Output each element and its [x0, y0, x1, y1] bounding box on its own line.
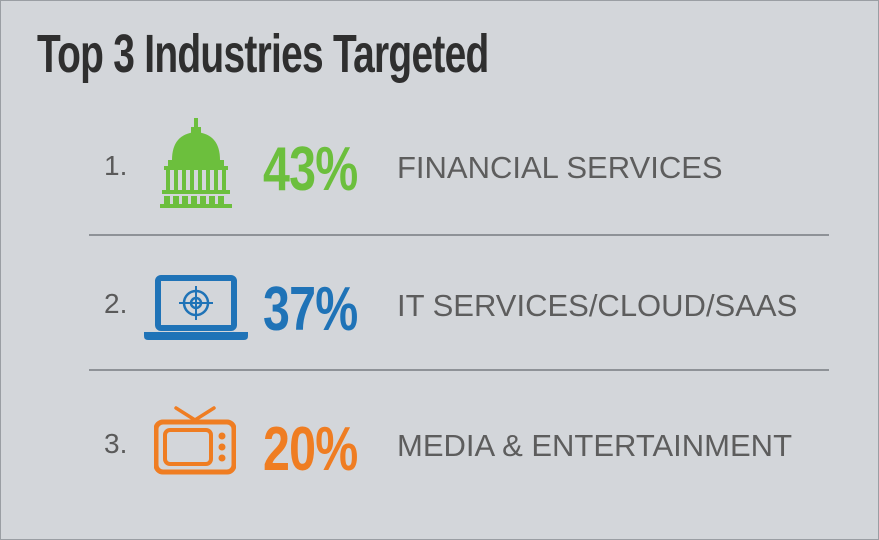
list-item-media-entertainment: 3. 20% MEDIA & ENTERTAINMENT — [1, 396, 879, 496]
divider — [89, 234, 829, 236]
page-title: Top 3 Industries Targeted — [37, 24, 489, 84]
industry-label: IT SERVICES/CLOUD/SAAS — [397, 288, 798, 323]
percentage-value: 37% — [263, 275, 358, 344]
industry-label: FINANCIAL SERVICES — [397, 150, 723, 185]
divider — [89, 369, 829, 371]
list-item-financial-services: 1. — [1, 116, 879, 216]
rank-number: 3. — [104, 428, 128, 459]
percentage-value: 43% — [263, 135, 358, 204]
capitol-building-icon — [160, 118, 232, 208]
list-item-it-services: 2. 37% IT SERVICES/CLOUD/SAAS — [1, 256, 879, 356]
percentage-value: 20% — [263, 415, 358, 484]
industry-label: MEDIA & ENTERTAINMENT — [397, 428, 793, 463]
television-icon — [154, 406, 236, 475]
laptop-target-icon — [144, 275, 248, 340]
rank-number: 2. — [104, 288, 128, 319]
rank-number: 1. — [104, 150, 128, 181]
